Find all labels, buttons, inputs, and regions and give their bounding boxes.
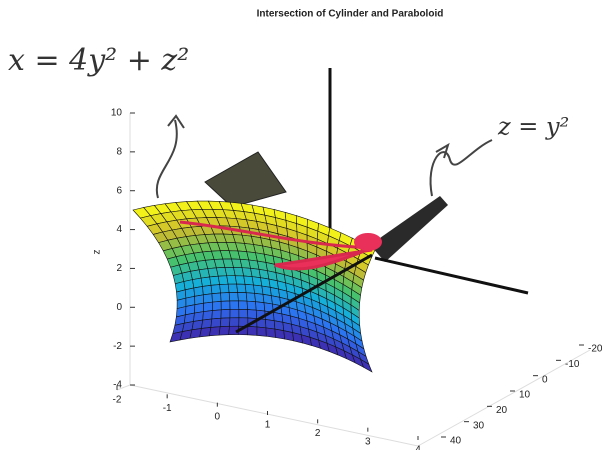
surface-scene (116, 68, 591, 447)
y-tick-label: -20 (588, 344, 603, 355)
z-tick-label: 0 (116, 302, 122, 313)
surface-cell (226, 275, 237, 285)
surface-cell (220, 300, 231, 311)
arrow (429, 139, 493, 197)
surface-cell (169, 331, 183, 343)
surface-cell (211, 292, 222, 303)
y-tick-label: 40 (450, 436, 462, 447)
x-tick-label: 3 (365, 436, 371, 447)
surface-cell (212, 301, 222, 311)
surface-cell (360, 358, 373, 373)
axis-line (235, 253, 373, 334)
surface-cell (253, 284, 264, 295)
chart-title: Intersection of Cylinder and Paraboloid (257, 9, 444, 20)
arrow (155, 114, 185, 199)
surface-cell (220, 292, 231, 302)
surface-cell (203, 301, 213, 312)
surface-cell (211, 309, 222, 320)
surface-cell (210, 317, 222, 328)
x-tick-label: -2 (113, 395, 122, 406)
z-tick-label: 2 (116, 263, 122, 274)
surface-cell (209, 275, 220, 286)
surface-cell (283, 330, 295, 342)
surface-cell (247, 309, 258, 319)
axis-line (374, 256, 529, 295)
intersection-point (354, 233, 382, 251)
y-tick-label: 20 (496, 405, 508, 416)
surface-cell (229, 317, 240, 327)
surface-cell (202, 284, 213, 296)
surface-cell (202, 310, 213, 321)
surface-cell (219, 283, 230, 294)
surface-cell (236, 283, 247, 294)
y-tick-label: -10 (565, 359, 580, 370)
surface-cell (229, 308, 240, 319)
surface-cell (246, 300, 257, 311)
surface-cell (255, 301, 266, 312)
surface-cell (200, 276, 212, 287)
surface-cell (228, 292, 239, 302)
surface-cell (274, 328, 285, 340)
surface-cell (247, 326, 258, 336)
surface-cell (256, 326, 267, 337)
x-tick-label: -1 (163, 403, 172, 414)
surface-cell (219, 317, 231, 327)
plane (370, 196, 448, 262)
surface-cell (238, 300, 248, 310)
surface-cell (229, 300, 240, 310)
z-tick-label: 8 (116, 146, 122, 157)
surface-cell (210, 284, 221, 295)
surface-cell (227, 283, 239, 293)
x-tick-label: 0 (215, 411, 221, 422)
z-axis-label: z (92, 250, 103, 255)
plane (204, 151, 287, 208)
x-tick-label: 2 (315, 428, 321, 439)
z-tick-label: 6 (116, 185, 122, 196)
surface-cell (203, 293, 213, 304)
surface-cell (217, 275, 229, 285)
z-tick-label: 10 (111, 108, 123, 119)
intersection-curve (179, 220, 373, 271)
x-tick-label: 1 (265, 420, 271, 431)
annotation: x = 4y² + z² (8, 43, 189, 78)
surface-cell (245, 292, 256, 303)
surface-cell (254, 293, 265, 304)
surface-cell (265, 319, 276, 330)
surface-cell (201, 318, 213, 329)
surface-cell (209, 326, 221, 337)
z-tick-label: 4 (116, 224, 122, 235)
z-tick-label: -2 (113, 341, 122, 352)
y-tick-label: 0 (542, 374, 548, 385)
surface-cell (238, 308, 249, 319)
z-tick-label: -4 (113, 380, 122, 391)
y-tick-label: 10 (519, 390, 531, 401)
surface-cell (244, 284, 255, 294)
surface-cell (218, 325, 230, 336)
surface-cell (265, 327, 276, 338)
y-tick-label: 30 (473, 420, 485, 431)
surface-cell (220, 309, 231, 319)
x-tick-label: 4 (415, 445, 421, 450)
surface-cell (237, 292, 248, 302)
annotation: z = y² (497, 113, 569, 141)
